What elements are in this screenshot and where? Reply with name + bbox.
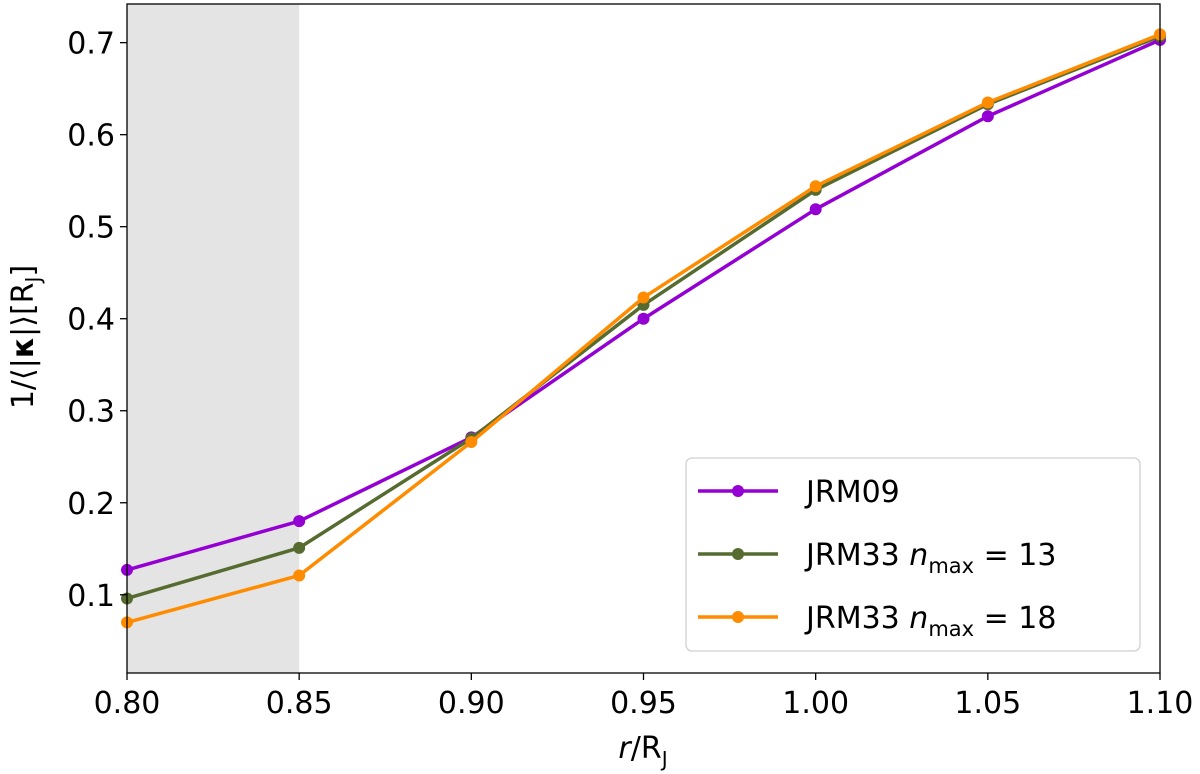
y-axis-label-mid: |⟩[R	[6, 282, 41, 336]
y-tick-label: 0.3	[67, 395, 115, 430]
legend-label-sub: max	[928, 554, 974, 578]
data-point	[981, 96, 994, 109]
data-point	[981, 110, 994, 123]
data-point	[293, 569, 306, 582]
x-tick-label: 1.10	[1127, 686, 1194, 721]
x-tick-label: 0.95	[610, 686, 677, 721]
x-tick-label: 1.00	[782, 686, 849, 721]
legend-label: JRM33 nmax = 18	[804, 601, 1056, 641]
x-axis-label-sub: J	[660, 747, 668, 771]
legend-label-var: n	[909, 538, 928, 573]
x-axis-label-var: r	[618, 731, 632, 766]
x-tick-label: 1.05	[954, 686, 1021, 721]
legend-label-rest: = 18	[974, 601, 1056, 636]
x-axis-label-sep: /	[631, 731, 642, 766]
legend-label: JRM09	[804, 475, 900, 510]
legend-label-main: JRM09	[804, 475, 900, 510]
y-tick-label: 0.2	[67, 487, 115, 522]
legend-label-rest: = 13	[974, 538, 1056, 573]
legend-entry-2: JRM33 nmax = 18	[698, 601, 1056, 641]
legend-label: JRM33 nmax = 13	[804, 538, 1056, 578]
y-axis-ticks: 0.1 0.2 0.3 0.4 0.5 0.6 0.7	[67, 27, 127, 614]
data-point	[809, 203, 822, 216]
x-axis-label: r/RJ	[618, 731, 667, 771]
y-axis-label-suffix: ]	[6, 265, 41, 277]
legend-label-main: JRM33	[804, 538, 909, 573]
legend-entry-1: JRM33 nmax = 13	[698, 538, 1056, 578]
data-point	[637, 312, 650, 325]
data-point	[637, 291, 650, 304]
data-point	[293, 515, 306, 528]
y-tick-label: 0.1	[67, 579, 115, 614]
series-layer	[121, 28, 1166, 629]
x-axis-label-main: R	[641, 731, 662, 766]
y-tick-label: 0.6	[67, 119, 115, 154]
data-point	[809, 180, 822, 193]
x-tick-label: 0.85	[266, 686, 333, 721]
y-axis-label-bold: κ	[6, 337, 41, 358]
y-axis-label: 1/⟨|κ|⟩[RJ]	[6, 265, 45, 409]
data-point	[293, 541, 306, 554]
y-axis-label-sub: J	[21, 277, 45, 285]
legend-box	[685, 457, 1141, 652]
x-tick-label: 0.90	[438, 686, 505, 721]
legend-entry-0: JRM09	[698, 475, 900, 510]
x-tick-label: 0.80	[94, 686, 161, 721]
y-tick-label: 0.5	[67, 211, 115, 246]
legend-label-main: JRM33	[804, 601, 909, 636]
legend-marker	[732, 548, 744, 560]
x-axis-ticks: 0.80 0.85 0.90 0.95 1.00 1.05 1.10	[94, 673, 1194, 721]
y-tick-label: 0.4	[67, 303, 115, 338]
legend-label-sub: max	[928, 617, 974, 641]
data-point	[465, 436, 478, 449]
legend-label-var: n	[909, 601, 928, 636]
legend-marker	[732, 485, 744, 497]
y-tick-label: 0.7	[67, 27, 115, 62]
legend-marker	[732, 611, 744, 623]
legend: JRM09 JRM33 nmax = 13 JRM33 nmax = 18	[685, 457, 1141, 652]
series-2	[121, 28, 1166, 629]
y-axis-label-prefix: 1/⟨|	[6, 358, 41, 409]
